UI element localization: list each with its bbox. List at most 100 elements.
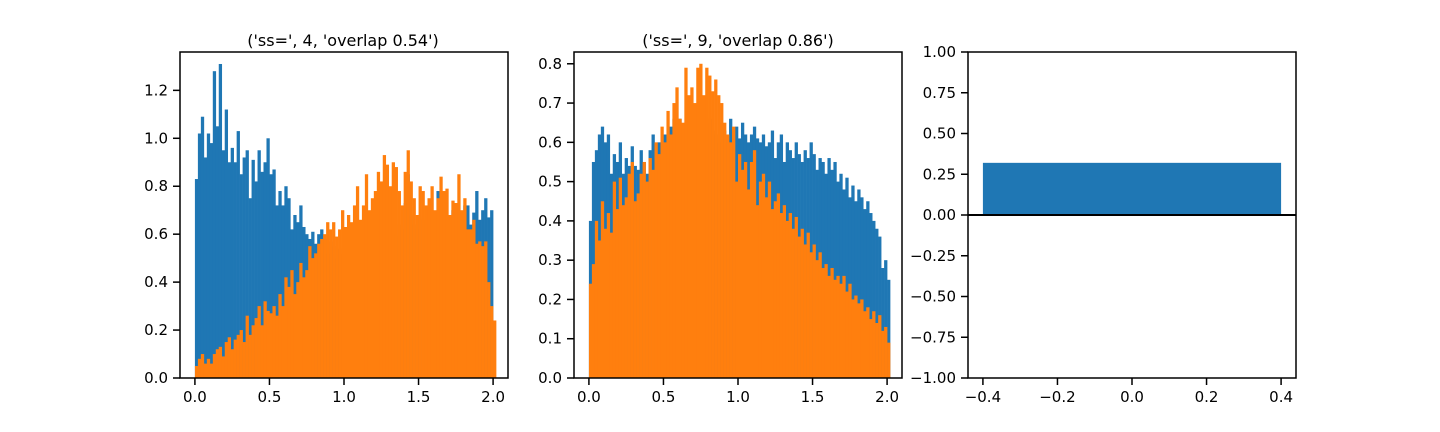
hist-bar-series-2 [672, 103, 676, 378]
hist-bar-series-2 [758, 181, 763, 378]
y-tick-label: 0.8 [538, 55, 562, 73]
hist-bar-series-2 [618, 177, 623, 378]
hist-bar-series-2 [457, 174, 461, 378]
y-tick-label: 0.6 [538, 133, 562, 151]
hist-bar-series-2 [723, 122, 727, 378]
hist-bar-series-2 [278, 294, 282, 378]
x-tick-label: 0.0 [183, 388, 207, 406]
x-tick-label: 1.5 [407, 388, 431, 406]
hist-bar-series-2 [290, 270, 294, 378]
hist-bar-series-2 [251, 325, 255, 378]
hist-bar-series-2 [845, 291, 849, 378]
hist-bar-series-1 [197, 133, 202, 378]
hist-bar-series-2 [815, 260, 819, 378]
hist-bar-series-2 [481, 246, 485, 378]
hist-bar-series-2 [236, 334, 240, 378]
hist-bar-series-1 [233, 162, 237, 378]
hist-bar-series-2 [666, 110, 670, 379]
hist-bar-series-2 [732, 126, 736, 378]
hist-bar-series-2 [794, 216, 798, 378]
hist-bar-series-2 [215, 349, 220, 378]
hist-bar-series-2 [406, 150, 410, 378]
hist-bar-series-2 [376, 171, 381, 378]
x-tick-label: 0.0 [1120, 388, 1144, 406]
hist-bar-series-2 [588, 283, 593, 378]
hist-bar-series-1 [845, 177, 849, 378]
hist-bar-series-2 [400, 205, 404, 378]
y-tick-label: 0.0 [538, 369, 562, 387]
hist-bar-series-2 [221, 356, 226, 378]
hist-bar-series-2 [418, 186, 422, 378]
hist-bar-series-2 [296, 282, 300, 378]
hist-bar-series-2 [651, 169, 655, 378]
hist-bar-series-2 [367, 210, 372, 378]
hist-bar-series-2 [269, 313, 273, 378]
hist-bar-series-2 [887, 342, 891, 378]
hist-bar-series-2 [260, 325, 264, 378]
hist-bar-series-2 [708, 75, 712, 378]
hist-bar-series-1 [236, 131, 240, 378]
hist-bar-series-2 [660, 126, 664, 378]
hist-bar-series-2 [323, 234, 327, 378]
hist-bar-series-2 [684, 67, 688, 379]
hist-bar-series-1 [839, 173, 843, 378]
y-tick-label: 0.5 [538, 173, 562, 191]
hist-bar-series-2 [439, 176, 443, 378]
hist-bar-series-2 [314, 253, 318, 378]
hist-bar-series-2 [699, 63, 703, 378]
hist-bar-series-2 [717, 95, 721, 378]
hist-bar-series-1 [242, 157, 246, 378]
hist-bar-series-2 [442, 191, 446, 378]
hist-bar-series-2 [248, 334, 252, 378]
hist-bar-series-2 [591, 264, 596, 378]
hist-bar-series-2 [287, 286, 291, 378]
hist-bar-series-2 [293, 294, 297, 378]
hist-bar-series-2 [714, 79, 718, 379]
hist-bar-series-2 [818, 252, 822, 378]
hist-bar-series-2 [326, 222, 330, 378]
hist-bar-series-1 [221, 150, 226, 378]
x-tick-label: 0.0 [577, 388, 601, 406]
hist-bar-series-2 [206, 358, 211, 378]
hist-bar-series-2 [785, 220, 789, 378]
y-tick-label: 0.0 [144, 369, 168, 387]
hist-bar-series-2 [454, 203, 458, 378]
hist-bar-series-2 [642, 161, 646, 378]
hist-bar-series-1 [224, 109, 229, 378]
hist-bar-series-1 [278, 191, 282, 378]
hist-bar-series-1 [833, 161, 837, 378]
hist-bar-series-2 [305, 270, 309, 378]
hist-bar-series-2 [752, 150, 757, 378]
hist-bar-series-2 [203, 363, 208, 378]
hist-bar-series-2 [740, 169, 745, 378]
hist-bar-series-2 [257, 306, 261, 378]
hist-bar-series-1 [872, 220, 876, 378]
hist-bar-series-2 [603, 228, 608, 378]
hist-bar-series-1 [490, 210, 494, 378]
hist-bar-series-1 [875, 228, 879, 378]
y-tick-label: 0.2 [538, 290, 562, 308]
hist-bar-series-1 [254, 181, 258, 378]
hist-bar-series-1 [212, 71, 217, 379]
x-tick-label: 0.4 [1269, 388, 1293, 406]
y-tick-label: 0.2 [144, 321, 168, 339]
y-tick-label: 0.75 [923, 84, 956, 102]
hist-bar-series-2 [809, 252, 813, 378]
hist-bar-series-2 [860, 299, 864, 378]
y-tick-label: 0.25 [923, 165, 956, 183]
hist-bar-series-1 [257, 150, 261, 378]
hist-bar-series-1 [206, 133, 211, 378]
hist-bar-series-2 [726, 134, 730, 378]
hist-bar-series-2 [451, 200, 455, 378]
hist-bar-series-1 [230, 147, 234, 378]
hist-bar-series-2 [460, 210, 464, 378]
hist-bar-series-1 [878, 236, 882, 378]
hist-bar-series-2 [693, 103, 697, 378]
hist-bar-series-2 [254, 318, 258, 378]
hist-bar-series-1 [194, 179, 199, 378]
hist-bar-series-2 [776, 193, 781, 378]
hist-bar-series-2 [493, 320, 497, 378]
hist-bar-series-1 [866, 201, 870, 378]
hist-bar-series-2 [687, 95, 691, 378]
hist-bar-series-1 [854, 201, 858, 378]
